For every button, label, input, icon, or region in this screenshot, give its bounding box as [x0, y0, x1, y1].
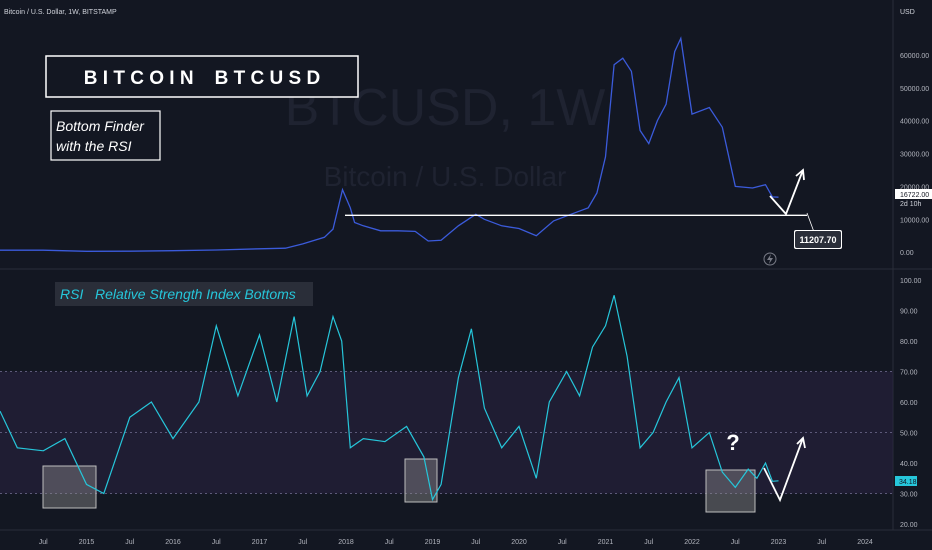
price-axis-tick: 20000.00	[900, 184, 929, 191]
rsi-axis-tick: 80.00	[900, 339, 918, 346]
price-arrow-head	[795, 168, 805, 181]
rsi-last-value: 34.18	[899, 479, 917, 486]
rsi-axis-tick: 40.00	[900, 461, 918, 468]
currency-label: USD	[900, 9, 915, 16]
lightning-glyph	[767, 254, 773, 264]
time-axis-tick: 2015	[79, 539, 95, 546]
rsi-label-box[interactable]	[55, 282, 313, 306]
support-leader	[806, 212, 815, 233]
price-axis-tick: 10000.00	[900, 217, 929, 224]
time-axis-tick: 2018	[338, 539, 354, 546]
rsi-axis-tick: 70.00	[900, 370, 918, 377]
time-axis-tick: 2016	[165, 539, 181, 546]
time-axis-tick: 2019	[425, 539, 441, 546]
price-axis-tick: 40000.00	[900, 119, 929, 126]
title-box[interactable]	[45, 55, 359, 98]
bar-countdown: 2d 10h	[900, 201, 922, 208]
rsi-axis-tick: 50.00	[900, 431, 918, 438]
time-axis-tick: Jul	[471, 539, 480, 546]
time-axis-tick: Jul	[385, 539, 394, 546]
rsi-axis[interactable]: 20.00 30.00 40.00 50.00 60.00 70.00 80.00 90.00…	[900, 278, 922, 529]
time-axis[interactable]: Jul 2015 Jul 2016 Jul 2017 Jul 2018 Jul 2019 Jul 20…	[39, 539, 873, 546]
time-axis-tick: Jul	[125, 539, 134, 546]
lightning-icon[interactable]	[763, 252, 777, 266]
time-axis-tick: 2023	[771, 539, 787, 546]
rsi-axis-tick: 60.00	[900, 400, 918, 407]
subtitle-line-1: Bottom Finder	[56, 118, 145, 134]
time-axis-tick: Jul	[212, 539, 221, 546]
rsi-arrow-head	[796, 436, 806, 449]
time-axis-tick: Jul	[731, 539, 740, 546]
time-axis-tick: 2022	[684, 539, 700, 546]
time-axis-tick: Jul	[558, 539, 567, 546]
price-projection-arrow[interactable]	[769, 169, 804, 216]
rsi-pane	[0, 295, 779, 502]
rsi-axis-tick: 30.00	[900, 492, 918, 499]
title-text: B I T C O I N B T C U S D	[84, 68, 320, 89]
time-axis-tick: 2020	[511, 539, 527, 546]
price-pane	[0, 36, 779, 252]
time-axis-tick: Jul	[817, 539, 826, 546]
question-mark: ?	[726, 430, 739, 455]
support-label-box	[795, 231, 841, 248]
rsi-label: RSI Relative Strength Index Bottoms	[60, 286, 296, 302]
time-axis-tick: 2021	[598, 539, 614, 546]
support-label: 11207.70	[799, 235, 836, 245]
last-price: 16722.00	[900, 192, 929, 199]
rsi-series-line	[0, 295, 779, 502]
watermark-description: Bitcoin / U.S. Dollar	[324, 161, 567, 192]
subtitle-box[interactable]	[50, 110, 161, 161]
time-axis-tick: 2017	[252, 539, 268, 546]
symbol-header: Bitcoin / U.S. Dollar, 1W, BITSTAMP	[4, 9, 117, 16]
rsi-axis-tick: 90.00	[900, 309, 918, 316]
rsi-projection-arrow[interactable]	[763, 437, 804, 503]
price-axis-tick: 0.00	[900, 250, 914, 257]
price-axis-tick: 30000.00	[900, 152, 929, 159]
rsi-last-tag	[895, 476, 917, 486]
price-axis[interactable]: 0.00 10000.00 20000.00 30000.00 40000.00 5000…	[900, 53, 929, 257]
time-axis-tick: Jul	[39, 539, 48, 546]
price-series-line	[0, 36, 779, 252]
rsi-axis-tick: 100.00	[900, 278, 922, 285]
time-axis-tick: 2024	[857, 539, 873, 546]
rsi-axis-tick: 20.00	[900, 522, 918, 529]
time-axis-tick: Jul	[644, 539, 653, 546]
price-axis-tick: 60000.00	[900, 53, 929, 60]
rsi-bottom-box-2015	[42, 465, 97, 509]
price-axis-tick: 50000.00	[900, 86, 929, 93]
last-price-tag	[895, 189, 932, 199]
time-axis-tick: Jul	[298, 539, 307, 546]
rsi-bottom-box-2022	[705, 469, 756, 513]
subtitle-line-2: with the RSI	[56, 138, 132, 154]
